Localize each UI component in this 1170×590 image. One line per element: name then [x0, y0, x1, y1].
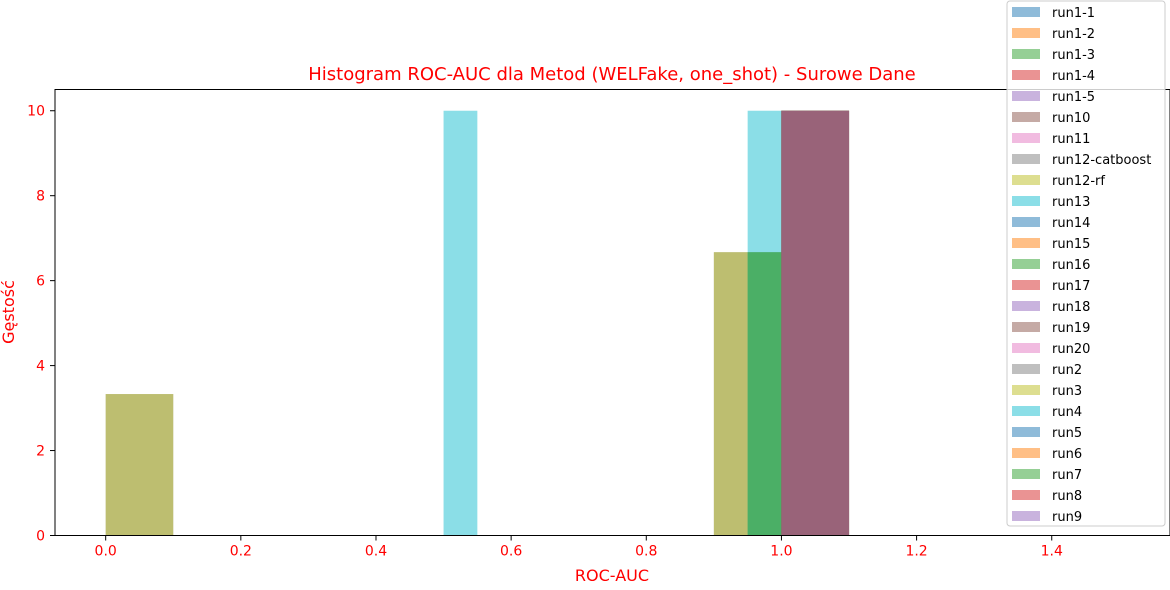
legend-label-run19: run19 — [1052, 321, 1090, 336]
legend-swatch-run9 — [1012, 511, 1040, 521]
x-tick-label: 1.0 — [770, 544, 792, 560]
legend-swatch-run3 — [1012, 385, 1040, 395]
y-tick-label: 6 — [36, 274, 45, 290]
legend-label-run5: run5 — [1052, 426, 1082, 441]
legend-swatch-run7 — [1012, 469, 1040, 479]
bar-run16-0 — [747, 252, 782, 536]
legend-swatch-run6 — [1012, 448, 1040, 458]
legend-label-run1-2: run1-2 — [1052, 27, 1095, 42]
legend-swatch-run2 — [1012, 364, 1040, 374]
legend-swatch-run11 — [1012, 133, 1040, 143]
legend-label-run4: run4 — [1052, 405, 1082, 420]
legend-label-run1-1: run1-1 — [1052, 6, 1095, 21]
y-tick-label: 2 — [36, 444, 45, 460]
y-axis-label: Gęstość — [0, 280, 18, 344]
legend-swatch-run12-rf — [1012, 175, 1040, 185]
legend-swatch-run16 — [1012, 259, 1040, 269]
y-axis: 0 2 4 6 8 10 — [27, 104, 55, 545]
chart-title: Histogram ROC-AUC dla Metod (WELFake, on… — [308, 64, 916, 85]
plot-frame — [54, 89, 1170, 536]
y-tick-label: 0 — [36, 529, 45, 545]
legend-swatch-run18 — [1012, 301, 1040, 311]
legend-box — [1006, 0, 1166, 527]
legend-swatch-run14 — [1012, 217, 1040, 227]
x-tick-label: 0.0 — [95, 544, 117, 560]
legend-label-run3: run3 — [1052, 384, 1082, 399]
x-tick-label: 1.4 — [1041, 544, 1063, 560]
bar-run12-rf-0 — [105, 394, 174, 536]
x-tick-label: 0.8 — [635, 544, 657, 560]
legend-swatch-run15 — [1012, 238, 1040, 248]
legend-swatch-run5 — [1012, 427, 1040, 437]
legend-swatch-run20 — [1012, 343, 1040, 353]
legend-swatch-run1-4 — [1012, 70, 1040, 80]
y-tick-label: 10 — [27, 104, 45, 120]
legend-swatch-run8 — [1012, 490, 1040, 500]
x-axis: 0.0 0.2 0.4 0.6 0.8 1.0 1.2 1.4 — [95, 535, 1063, 560]
y-tick-label: 8 — [36, 189, 45, 205]
legend-label-run12-rf: run12-rf — [1052, 174, 1105, 189]
legend-swatch-run1-2 — [1012, 28, 1040, 38]
legend-label-run14: run14 — [1052, 216, 1090, 231]
legend-label-run1-3: run1-3 — [1052, 48, 1095, 63]
legend-label-run20: run20 — [1052, 342, 1090, 357]
bar-run13-0 — [443, 110, 478, 536]
legend-label-run1-5: run1-5 — [1052, 90, 1095, 105]
legend-swatch-run17 — [1012, 280, 1040, 290]
legend-label-run10: run10 — [1052, 111, 1090, 126]
x-tick-label: 1.2 — [905, 544, 927, 560]
legend-swatch-run10 — [1012, 112, 1040, 122]
legend: run1-1 run1-2 run1-3 run1-4 run1-5 run10 run11… — [1006, 0, 1166, 527]
legend-swatch-run19 — [1012, 322, 1040, 332]
legend-label-run6: run6 — [1052, 447, 1082, 462]
x-tick-label: 0.4 — [365, 544, 387, 560]
legend-items: run1-1 run1-2 run1-3 run1-4 run1-5 run10 run11… — [1012, 6, 1151, 525]
legend-label-run18: run18 — [1052, 300, 1090, 315]
legend-label-run17: run17 — [1052, 279, 1090, 294]
legend-label-run11: run11 — [1052, 132, 1090, 147]
legend-label-run9: run9 — [1052, 510, 1082, 525]
x-tick-label: 0.6 — [500, 544, 522, 560]
legend-swatch-run1-5 — [1012, 91, 1040, 101]
legend-label-run7: run7 — [1052, 468, 1082, 483]
legend-swatch-run4 — [1012, 406, 1040, 416]
legend-label-run13: run13 — [1052, 195, 1090, 210]
y-tick-label: 4 — [36, 359, 45, 375]
legend-label-run8: run8 — [1052, 489, 1082, 504]
legend-swatch-run13 — [1012, 196, 1040, 206]
legend-swatch-run1-3 — [1012, 49, 1040, 59]
x-tick-label: 0.2 — [230, 544, 252, 560]
legend-label-run12-catboost: run12-catboost — [1052, 153, 1151, 168]
legend-swatch-run1-1 — [1012, 7, 1040, 17]
legend-label-run1-4: run1-4 — [1052, 69, 1095, 84]
legend-label-run2: run2 — [1052, 363, 1082, 378]
legend-label-run16: run16 — [1052, 258, 1090, 273]
bar-run9-0 — [781, 110, 850, 536]
bars-layer — [105, 110, 850, 536]
legend-label-run15: run15 — [1052, 237, 1090, 252]
legend-swatch-run12-catboost — [1012, 154, 1040, 164]
x-axis-label: ROC-AUC — [575, 566, 649, 585]
